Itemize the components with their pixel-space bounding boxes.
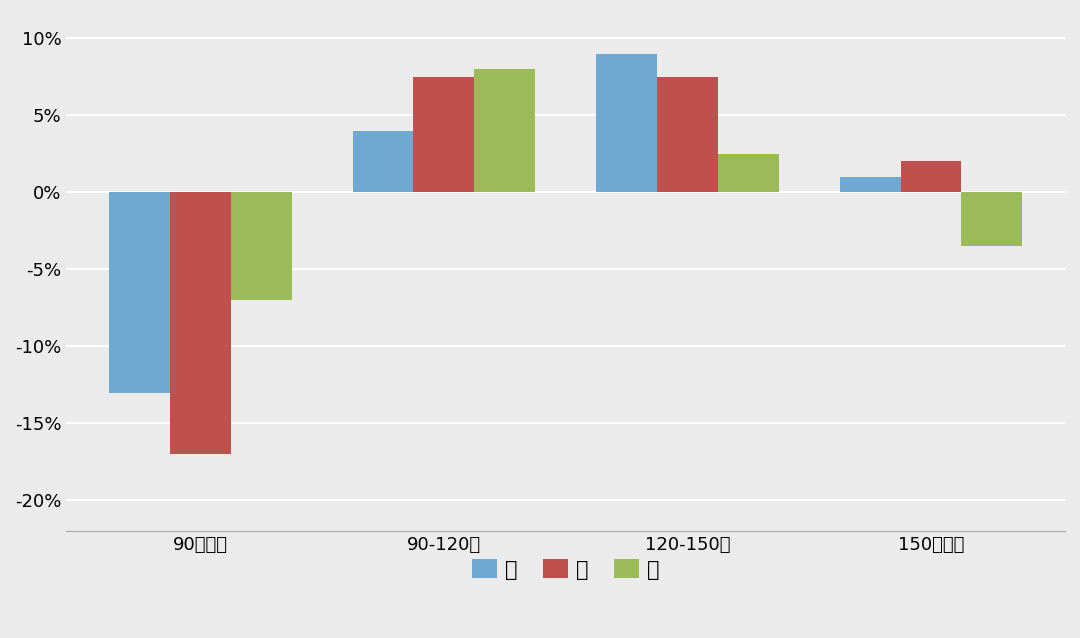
Bar xyxy=(474,69,536,192)
Bar xyxy=(839,177,901,192)
Legend: 高, 中, 低: 高, 中, 低 xyxy=(463,551,667,588)
Bar xyxy=(231,192,292,300)
Bar xyxy=(352,131,414,192)
Bar xyxy=(414,77,474,192)
Bar xyxy=(170,192,231,454)
Bar xyxy=(109,192,170,392)
Bar xyxy=(961,192,1023,246)
Bar xyxy=(657,77,718,192)
Bar xyxy=(901,161,961,192)
Bar xyxy=(596,54,657,192)
Bar xyxy=(718,154,779,192)
